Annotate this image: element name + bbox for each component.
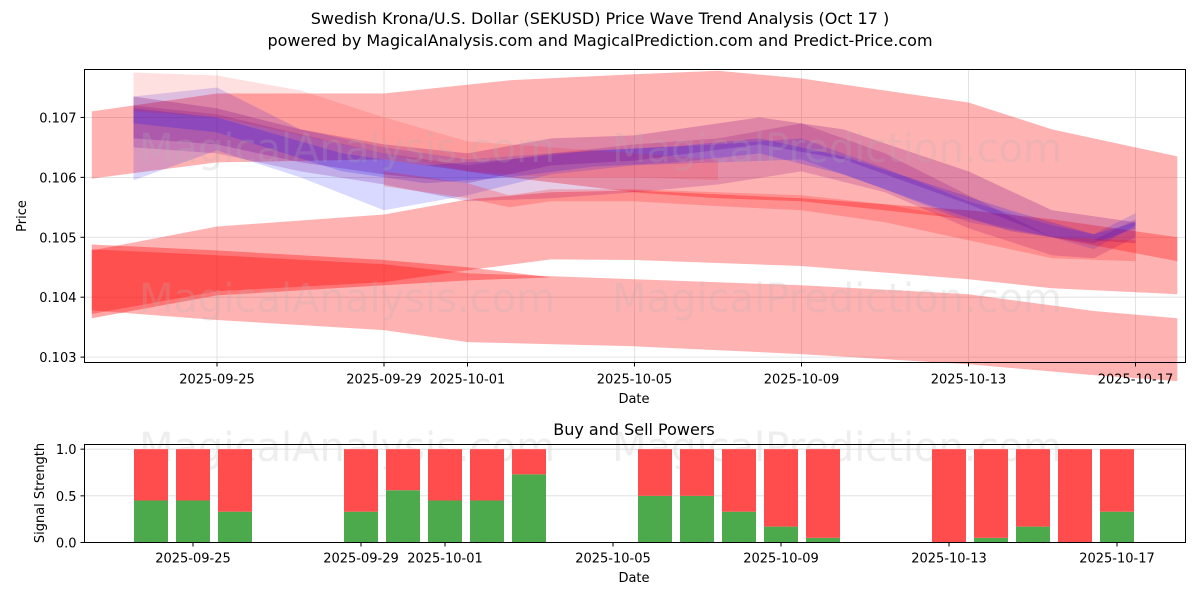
powers-x-tick-label: 2025-10-09 xyxy=(743,552,819,567)
sell-bar xyxy=(428,449,462,501)
sell-bar xyxy=(386,449,420,491)
powers-y-ticks: 0.0 0.5 1.0 xyxy=(56,443,85,552)
sell-bar xyxy=(806,449,840,538)
sell-bar xyxy=(974,449,1008,538)
sell-bar xyxy=(680,449,714,496)
powers-y-tick-label: 0.0 xyxy=(56,537,77,552)
powers-x-tick-label: 2025-10-17 xyxy=(1079,552,1155,567)
buy-bar xyxy=(344,511,378,543)
sell-bar xyxy=(512,449,546,475)
buy-bar xyxy=(176,500,210,543)
buy-bar xyxy=(638,495,672,543)
buy-bar xyxy=(1100,511,1134,543)
price-x-tick-label: 2025-09-25 xyxy=(179,373,255,388)
powers-x-tick-label: 2025-09-25 xyxy=(155,552,231,567)
price-y-tick-label: 0.104 xyxy=(39,291,76,306)
sell-bar xyxy=(764,449,798,527)
buy-bar xyxy=(134,500,168,543)
sell-bar xyxy=(218,449,252,512)
price-y-tick-label: 0.105 xyxy=(39,231,76,246)
price-x-axis-label: Date xyxy=(618,392,649,407)
price-grid xyxy=(84,69,1186,363)
buy-bar xyxy=(680,495,714,543)
buy-bar xyxy=(722,511,756,543)
powers-x-ticks: 2025-09-25 2025-09-29 2025-10-01 2025-10-05… xyxy=(155,542,1155,567)
red-wave-mid xyxy=(384,171,1136,262)
price-y-ticks: 0.103 0.104 0.105 0.106 0.107 xyxy=(39,111,85,366)
powers-x-tick-label: 2025-10-05 xyxy=(575,552,651,567)
buy-bar xyxy=(218,511,252,543)
sell-bar xyxy=(176,449,210,501)
price-x-tick-label: 2025-10-01 xyxy=(430,373,506,388)
mid-wide-band xyxy=(91,190,1178,314)
buy-bar xyxy=(512,474,546,543)
pink-wave-top xyxy=(133,72,718,181)
price-x-tick-label: 2025-09-29 xyxy=(346,373,422,388)
powers-x-tick-label: 2025-10-13 xyxy=(911,552,987,567)
upper-wide-band xyxy=(91,70,1178,262)
powers-y-axis-label: Signal Strength xyxy=(33,443,48,543)
price-x-tick-label: 2025-10-17 xyxy=(1098,373,1174,388)
watermark-2: MagicalPrediction.com xyxy=(612,126,1062,172)
powers-x-tick-label: 2025-09-29 xyxy=(323,552,399,567)
buy-bar xyxy=(428,500,462,543)
buy-bar xyxy=(764,526,798,543)
powers-plot-frame xyxy=(84,444,1186,543)
sell-bar xyxy=(1058,449,1092,543)
watermark-4: MagicalPrediction.com xyxy=(612,276,1062,322)
left-dark-wedge xyxy=(91,244,552,319)
price-bands xyxy=(91,70,1178,382)
chart-subtitle: powered by MagicalAnalysis.com and Magic… xyxy=(267,31,933,50)
purple-wave-2 xyxy=(133,105,1136,259)
powers-y-tick-label: 1.0 xyxy=(56,443,77,458)
sell-bar xyxy=(344,449,378,512)
price-watermarks: MagicalAnalysis.com MagicalPrediction.co… xyxy=(139,126,1062,322)
sell-bar xyxy=(134,449,168,501)
watermark-1: MagicalAnalysis.com xyxy=(139,126,555,172)
watermark-3: MagicalAnalysis.com xyxy=(139,276,555,322)
price-y-tick-label: 0.103 xyxy=(39,351,76,366)
powers-bars xyxy=(134,449,1134,543)
sell-bar xyxy=(722,449,756,512)
buy-bar xyxy=(386,490,420,543)
purple-wave-1 xyxy=(133,96,1136,244)
sell-bar xyxy=(1016,449,1050,527)
sell-bar xyxy=(470,449,504,501)
price-x-tick-label: 2025-10-13 xyxy=(931,373,1007,388)
powers-y-tick-label: 0.5 xyxy=(56,490,77,505)
sell-bar xyxy=(638,449,672,496)
blue-wave-1 xyxy=(133,87,1136,250)
powers-x-axis-label: Date xyxy=(618,571,649,586)
lower-wide-band xyxy=(91,249,1178,382)
price-y-tick-label: 0.107 xyxy=(39,111,76,126)
buy-bar xyxy=(806,537,840,543)
buy-bar xyxy=(974,537,1008,543)
buy-bar xyxy=(1016,526,1050,543)
price-y-tick-label: 0.106 xyxy=(39,171,76,186)
price-x-ticks: 2025-09-25 2025-09-29 2025-10-01 2025-10-05… xyxy=(179,362,1174,388)
price-x-tick-label: 2025-10-09 xyxy=(764,373,840,388)
sell-bar xyxy=(1100,449,1134,512)
price-x-tick-label: 2025-10-05 xyxy=(597,373,673,388)
sell-bar xyxy=(932,449,966,543)
price-y-axis-label: Price xyxy=(15,200,30,232)
powers-chart-title: Buy and Sell Powers xyxy=(553,420,715,439)
blue-wave-2 xyxy=(133,108,1136,244)
powers-x-tick-label: 2025-10-01 xyxy=(407,552,483,567)
buy-bar xyxy=(470,500,504,543)
chart-title: Swedish Krona/U.S. Dollar (SEKUSD) Price… xyxy=(310,9,890,28)
